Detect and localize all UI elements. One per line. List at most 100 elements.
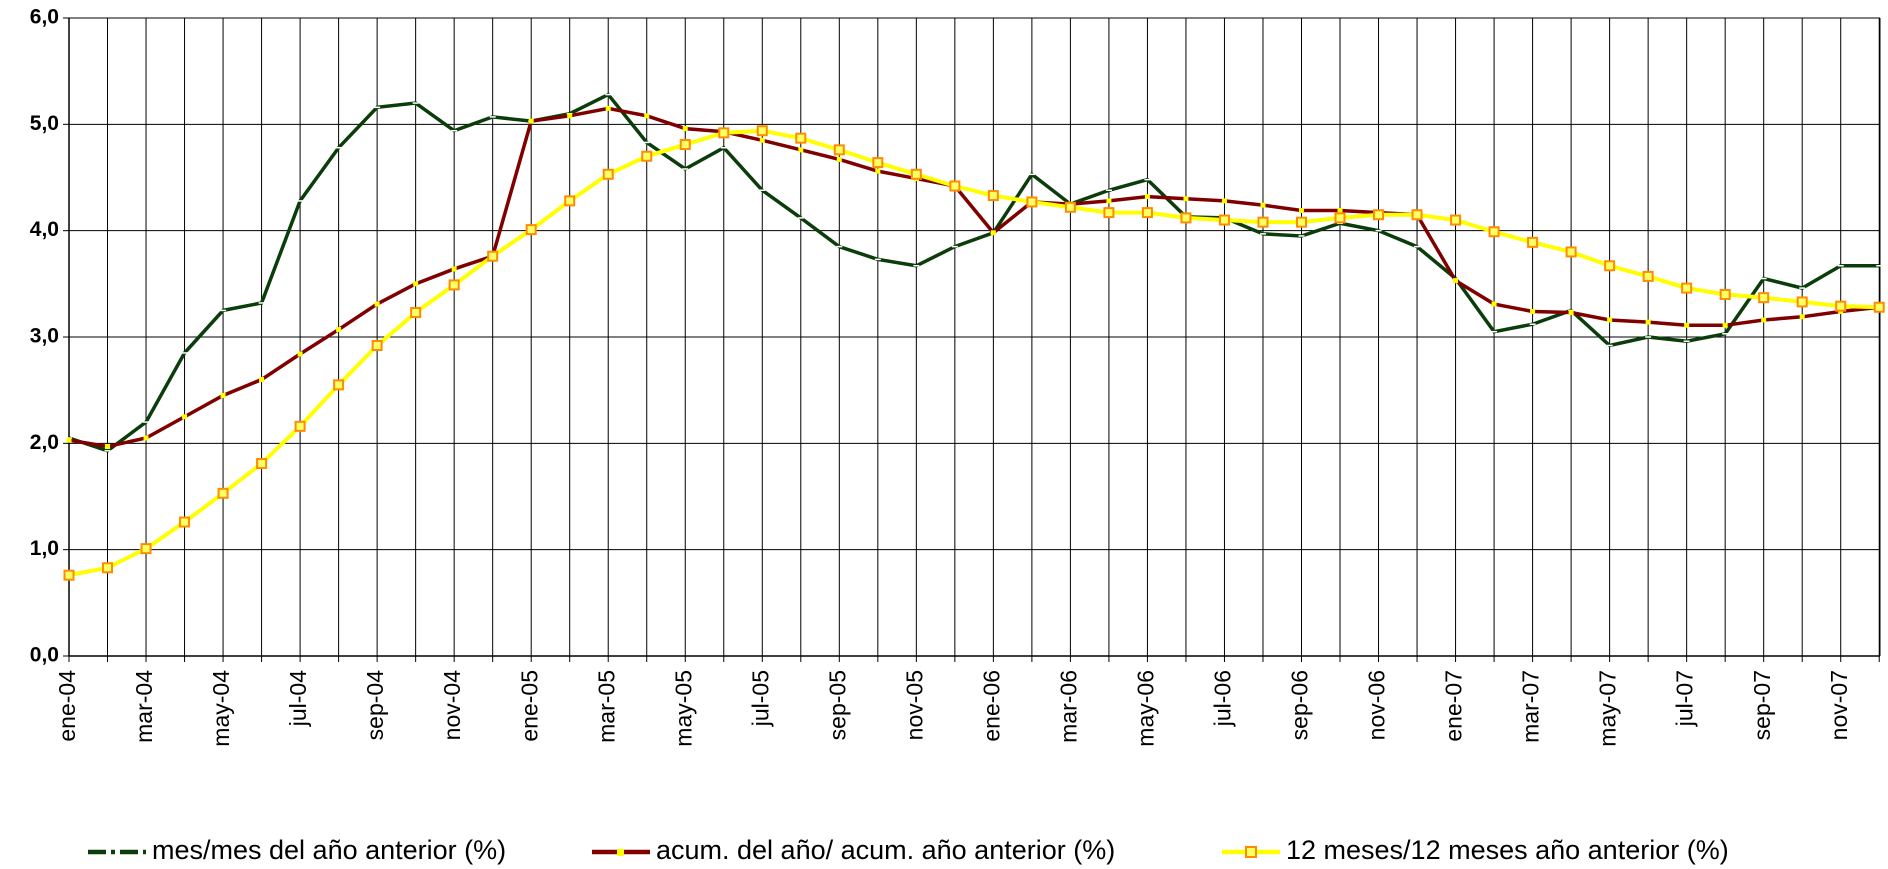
point-marker [1181, 213, 1190, 222]
point-marker [837, 157, 842, 162]
point-marker [681, 140, 690, 149]
x-tick-label: ene-07 [1441, 670, 1467, 742]
point-marker [1297, 218, 1306, 227]
point-marker [1530, 309, 1535, 314]
point-marker [452, 266, 457, 271]
point-marker [683, 126, 688, 131]
point-marker [1644, 272, 1653, 281]
point-marker [1682, 284, 1691, 293]
point-marker [1336, 213, 1345, 222]
series-line [69, 131, 1879, 575]
point-marker [105, 444, 110, 449]
y-tick-label: 0,0 [30, 644, 59, 667]
point-marker [835, 145, 844, 154]
point-marker [606, 106, 611, 111]
point-marker [1260, 203, 1265, 208]
point-marker [413, 281, 418, 286]
x-tick-label: ene-04 [54, 670, 80, 742]
point-marker [1143, 208, 1152, 217]
point-marker [1490, 227, 1499, 236]
point-marker [875, 169, 880, 174]
chart: 0,01,02,03,04,05,06,0ene-04mar-04may-04j… [0, 0, 1888, 869]
point-marker [103, 563, 112, 572]
y-tick-label: 1,0 [30, 537, 59, 560]
point-marker [180, 518, 189, 527]
x-tick-label: mar-07 [1518, 670, 1544, 743]
point-marker [989, 191, 998, 200]
point-marker [565, 196, 574, 205]
point-marker [296, 422, 305, 431]
series-line [69, 108, 1879, 446]
point-marker [488, 252, 497, 261]
point-marker [1106, 198, 1111, 203]
x-tick-label: sep-06 [1287, 670, 1313, 740]
x-tick-label: nov-06 [1364, 670, 1390, 740]
point-marker [221, 393, 226, 398]
point-marker [1413, 210, 1422, 219]
x-tick-label: mar-06 [1055, 670, 1081, 743]
legend-label: acum. del año/ acum. año anterior (%) [656, 835, 1115, 865]
point-marker [950, 182, 959, 191]
x-tick-label: may-07 [1595, 670, 1621, 747]
point-marker [1567, 247, 1576, 256]
point-marker [1453, 278, 1458, 283]
point-marker [1299, 208, 1304, 213]
point-marker [144, 436, 149, 441]
x-tick-label: nov-05 [901, 670, 927, 740]
x-tick-label: ene-06 [978, 670, 1004, 742]
x-tick-label: jul-05 [747, 670, 773, 727]
point-marker [1800, 314, 1805, 319]
point-marker [1759, 293, 1768, 302]
x-tick-label: jul-07 [1672, 670, 1698, 727]
point-marker [259, 377, 264, 382]
point-marker [1104, 208, 1113, 217]
point-marker [334, 380, 343, 389]
point-marker [1607, 317, 1612, 322]
legend-marker [1246, 847, 1256, 857]
point-marker [67, 438, 72, 443]
point-marker [1605, 261, 1614, 270]
point-marker [450, 280, 459, 289]
x-tick-label: nov-04 [439, 670, 465, 741]
point-marker [1646, 320, 1651, 325]
point-marker [65, 571, 74, 580]
point-marker [1027, 197, 1036, 206]
page: 0,01,02,03,04,05,06,0ene-04mar-04may-04j… [0, 0, 1888, 869]
point-marker [1684, 323, 1689, 328]
x-tick-label: nov-07 [1826, 670, 1852, 740]
point-marker [527, 225, 536, 234]
point-marker [1374, 210, 1383, 219]
point-marker [298, 352, 303, 357]
point-marker [1222, 198, 1227, 203]
point-marker [991, 230, 996, 235]
legend-label: 12 meses/12 meses año anterior (%) [1286, 835, 1729, 865]
point-marker [873, 158, 882, 167]
point-marker [1145, 194, 1150, 199]
point-marker [1183, 196, 1188, 201]
point-marker [529, 119, 534, 124]
point-marker [1066, 203, 1075, 212]
x-tick-label: jul-06 [1210, 670, 1236, 727]
point-marker [1761, 317, 1766, 322]
point-marker [1875, 303, 1884, 312]
point-marker [411, 308, 420, 317]
y-tick-label: 4,0 [30, 218, 59, 241]
x-tick-label: sep-07 [1749, 670, 1775, 740]
point-marker [796, 134, 805, 143]
y-tick-label: 2,0 [30, 431, 59, 454]
point-marker [373, 341, 382, 350]
x-tick-label: ene-05 [516, 670, 542, 742]
y-tick-label: 5,0 [30, 112, 59, 135]
x-tick-label: sep-04 [362, 670, 388, 741]
point-marker [642, 152, 651, 161]
x-tick-label: mar-04 [131, 670, 157, 743]
point-marker [1798, 297, 1807, 306]
y-tick-label: 6,0 [30, 6, 59, 29]
point-marker [1723, 323, 1728, 328]
point-marker [604, 170, 613, 179]
point-marker [142, 544, 151, 553]
x-tick-label: jul-04 [285, 670, 311, 727]
point-marker [644, 113, 649, 118]
point-marker [1338, 208, 1343, 213]
point-marker [912, 170, 921, 179]
